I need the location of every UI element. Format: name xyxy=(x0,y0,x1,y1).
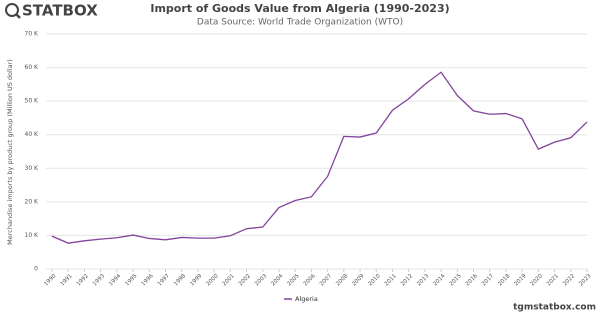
legend-label: Algeria xyxy=(295,295,318,303)
y-tick-label: 20 K xyxy=(25,198,40,205)
x-tick-label: 1991 xyxy=(60,273,74,287)
y-tick-label: 50 K xyxy=(25,98,40,105)
x-tick-label: 2008 xyxy=(335,273,349,287)
data-line xyxy=(51,71,588,244)
x-tick-label: 2012 xyxy=(400,273,414,287)
x-tick-label: 2009 xyxy=(351,273,365,287)
x-tick-label: 1996 xyxy=(141,273,155,287)
x-tick-label: 1995 xyxy=(124,273,138,287)
logo-text: STATBOX xyxy=(22,2,98,20)
x-tick-label: 2021 xyxy=(546,273,560,287)
y-tick-label: 40 K xyxy=(25,131,40,138)
footer: tgmstatbox.com xyxy=(513,303,596,313)
x-tick-label: 2017 xyxy=(481,273,495,287)
x-tick-label: 2019 xyxy=(513,273,527,287)
x-tick-label: 1997 xyxy=(157,273,171,287)
logo-icon xyxy=(5,3,19,17)
x-tick-label: 1990 xyxy=(43,273,57,287)
x-tick-label: 2004 xyxy=(270,273,284,287)
x-tick-label: 2003 xyxy=(254,273,268,287)
x-tick-label: 2022 xyxy=(562,273,576,287)
x-tick-label: 2014 xyxy=(432,273,446,287)
y-axis-label: Merchandise imports by product group (Mi… xyxy=(6,59,14,245)
x-tick-label: 1992 xyxy=(76,273,90,287)
x-tick-label: 2001 xyxy=(222,273,236,287)
x-tick-label: 2002 xyxy=(238,273,252,287)
x-tick-label: 2020 xyxy=(530,273,544,287)
chart-subtitle: Data Source: World Trade Organization (W… xyxy=(197,18,403,28)
chart-title: Import of Goods Value from Algeria (1990… xyxy=(150,2,449,15)
y-tick-label: 30 K xyxy=(25,165,40,172)
x-tick-label: 2023 xyxy=(578,273,592,287)
x-tick-label: 1993 xyxy=(92,273,106,287)
x-tick-label: 2011 xyxy=(384,273,398,287)
x-tick-label: 2010 xyxy=(368,273,382,287)
y-tick-label: 0 xyxy=(34,266,38,273)
x-tick-label: 2016 xyxy=(465,273,479,287)
x-tick-label: 1994 xyxy=(108,273,122,287)
x-tick-label: 1999 xyxy=(189,273,203,287)
y-tick-label: 10 K xyxy=(25,232,40,239)
x-tick-label: 2006 xyxy=(303,273,317,287)
x-tick-label: 2005 xyxy=(287,273,301,287)
x-tick-label: 2018 xyxy=(497,273,511,287)
x-tick-label: 1998 xyxy=(173,273,187,287)
x-tick-label: 2013 xyxy=(416,273,430,287)
x-tick-label: 2007 xyxy=(319,273,333,287)
y-tick-label: 60 K xyxy=(25,64,40,71)
logo-icon xyxy=(15,13,21,19)
x-tick-label: 2000 xyxy=(205,273,219,287)
logo: STATBOX xyxy=(5,2,98,20)
x-tick-label: 2015 xyxy=(449,273,463,287)
y-tick-label: 70 K xyxy=(25,31,40,38)
